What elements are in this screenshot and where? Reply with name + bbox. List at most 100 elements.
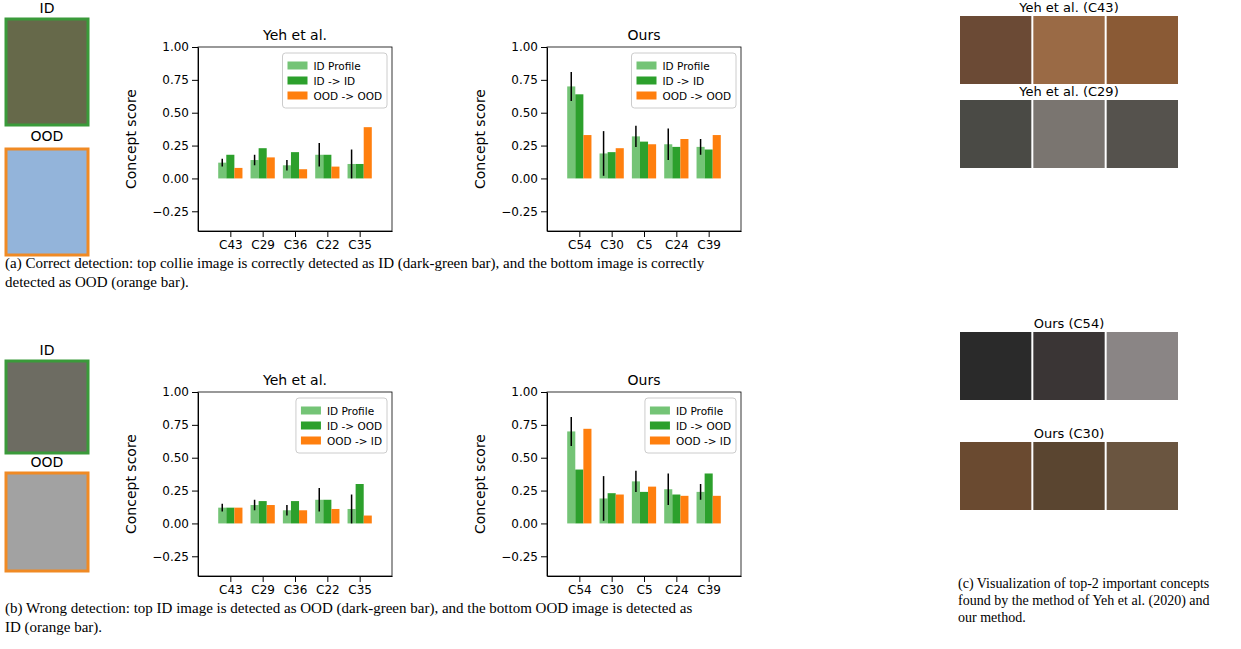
x-tick-mark	[644, 576, 645, 582]
bar	[583, 135, 591, 178]
y-tick-mark	[541, 113, 547, 114]
legend-label: ID Profile	[314, 60, 361, 72]
x-axis: C43C29C36C22C35	[199, 576, 393, 597]
y-tick: 0.50	[162, 451, 198, 465]
bar	[323, 155, 331, 179]
y-tick-label: −0.25	[501, 205, 538, 219]
bar	[608, 493, 616, 523]
y-tick: −0.25	[152, 550, 198, 564]
bar	[331, 509, 339, 523]
legend-label: OOD -> ID	[327, 435, 382, 447]
error-bar	[603, 476, 605, 521]
bar	[267, 157, 275, 178]
error-bar	[700, 484, 702, 500]
legend-swatch	[650, 407, 670, 415]
x-tick-label: C39	[697, 238, 721, 252]
bar	[648, 144, 656, 178]
y-tick: 0.25	[162, 139, 198, 153]
id-image	[6, 19, 88, 125]
text-line: ID (orange bar).	[5, 619, 102, 636]
error-bar	[635, 471, 637, 492]
y-tick-mark	[192, 491, 198, 492]
y-tick: 0.75	[511, 73, 547, 87]
y-tick: 0.50	[511, 451, 547, 465]
legend-swatch	[650, 437, 670, 445]
bar	[713, 135, 721, 178]
error-bar	[700, 139, 702, 155]
y-tick-mark	[541, 523, 547, 524]
y-tick-label: 0.50	[511, 451, 538, 465]
y-axis-title: Concept score	[472, 89, 488, 189]
y-tick-mark	[192, 80, 198, 81]
legend-swatch	[301, 422, 321, 430]
text-line: (b) Wrong detection: top ID image is det…	[5, 600, 692, 617]
x-tick-mark	[263, 576, 264, 582]
y-tick-label: 0.75	[511, 73, 538, 87]
y-tick: 1.00	[511, 40, 547, 54]
x-tick: C43	[219, 231, 243, 252]
x-axis: C54C30C5C24C39	[548, 576, 742, 597]
y-tick-mark	[541, 458, 547, 459]
x-tick: C54	[568, 576, 592, 597]
error-bar	[222, 504, 224, 512]
bar	[364, 516, 372, 524]
x-tick-label: C54	[568, 583, 592, 597]
x-tick-label: C43	[219, 583, 243, 597]
legend-swatch	[288, 62, 308, 70]
legend-label: OOD -> ID	[676, 435, 731, 447]
error-bar	[668, 128, 670, 160]
legend-label: ID -> ID	[663, 75, 705, 87]
x-tick-label: C35	[348, 238, 372, 252]
y-tick-mark	[192, 113, 198, 114]
x-tick-mark	[327, 231, 328, 237]
concept-title: Ours (C54)	[1034, 316, 1104, 331]
y-tick: 1.00	[162, 40, 198, 54]
legend-box	[632, 53, 737, 108]
chart: −0.250.000.250.500.751.00C43C29C36C22C35…	[123, 372, 393, 597]
x-tick-label: C36	[284, 583, 308, 597]
concept-image	[1107, 332, 1178, 400]
concept-image	[960, 442, 1031, 510]
caption: (c) Visualization of top-2 important con…	[958, 576, 1210, 625]
error-bar	[254, 500, 256, 511]
bar	[299, 510, 307, 523]
x-tick-mark	[644, 231, 645, 237]
bar	[648, 487, 656, 524]
chart-title: Ours	[628, 372, 661, 388]
x-tick-mark	[709, 231, 710, 237]
error-bar	[635, 126, 637, 147]
plot-marks	[218, 484, 372, 523]
legend: ID ProfileID -> IDOOD -> OOD	[632, 53, 737, 108]
x-tick: C30	[600, 576, 624, 597]
caption: (a) Correct detection: top collie image …	[5, 255, 705, 291]
y-tick-mark	[192, 211, 198, 212]
text-line: our method.	[958, 610, 1026, 625]
y-axis-title: Concept score	[123, 434, 139, 534]
legend-swatch	[301, 437, 321, 445]
y-tick-label: 0.00	[162, 172, 189, 186]
y-tick: 0.00	[511, 172, 547, 186]
x-tick-mark	[360, 231, 361, 237]
y-tick-label: 0.00	[162, 517, 189, 531]
y-tick-mark	[541, 80, 547, 81]
y-tick: 1.00	[162, 385, 198, 399]
x-tick-label: C43	[219, 238, 243, 252]
error-bar	[254, 155, 256, 166]
legend-label: OOD -> OOD	[663, 90, 732, 102]
y-tick: −0.25	[152, 205, 198, 219]
y-tick: 0.00	[511, 517, 547, 531]
bar	[608, 152, 616, 178]
concept-image	[960, 16, 1031, 84]
bar	[705, 150, 713, 179]
legend-swatch	[637, 77, 657, 85]
error-bar	[571, 417, 573, 446]
legend-swatch	[288, 92, 308, 100]
x-tick: C54	[568, 231, 592, 252]
x-axis: C54C30C5C24C39	[548, 231, 742, 252]
x-tick-mark	[230, 231, 231, 237]
bar	[291, 152, 299, 178]
y-tick-label: 0.25	[162, 139, 189, 153]
y-tick-label: −0.25	[501, 550, 538, 564]
y-tick-label: 1.00	[162, 385, 189, 399]
legend-label: ID Profile	[676, 405, 723, 417]
